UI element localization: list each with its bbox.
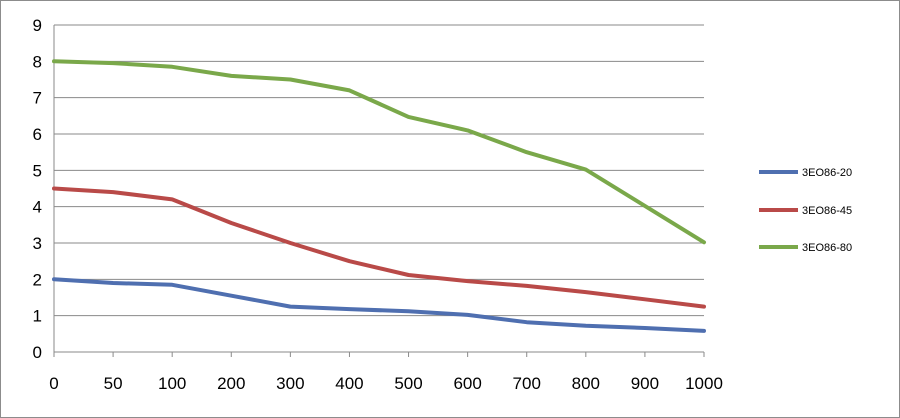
- y-tick-label-4: 4: [33, 198, 42, 217]
- x-tick-label-50: 50: [104, 374, 123, 393]
- legend-label-3EO86-45: 3EO86-45: [802, 205, 852, 217]
- x-tick-label-800: 800: [572, 374, 600, 393]
- x-tick-label-600: 600: [453, 374, 481, 393]
- x-tick-label-0: 0: [49, 374, 58, 393]
- x-tick-label-300: 300: [276, 374, 304, 393]
- y-tick-label-6: 6: [33, 125, 42, 144]
- series-line-3EO86-20: [52, 277, 706, 333]
- y-tick-label-8: 8: [33, 52, 42, 71]
- y-tick-label-1: 1: [33, 307, 42, 326]
- x-tick-label-900: 900: [631, 374, 659, 393]
- y-tick-label-5: 5: [33, 161, 42, 180]
- x-tick-label-200: 200: [217, 374, 245, 393]
- x-tick-label-400: 400: [335, 374, 363, 393]
- y-tick-labels: 0 1 2 3 4 5 6 7 8 9: [33, 16, 42, 362]
- y-tick-label-2: 2: [33, 270, 42, 289]
- legend: 3EO86-20 3EO86-45 3EO86-80: [759, 167, 852, 254]
- x-tick-label-1000: 1000: [685, 374, 723, 393]
- y-tick-label-3: 3: [33, 234, 42, 253]
- y-tick-label-0: 0: [33, 343, 42, 362]
- y-tick-label-7: 7: [33, 89, 42, 108]
- grid-lines: [54, 24, 704, 317]
- series-line-3EO86-80: [52, 59, 706, 245]
- x-tick-label-500: 500: [394, 374, 422, 393]
- x-tick-label-100: 100: [158, 374, 186, 393]
- axes: [53, 25, 705, 357]
- series-line-3EO86-45: [52, 186, 706, 309]
- series-lines: [52, 59, 706, 333]
- y-tick-label-9: 9: [33, 16, 42, 35]
- legend-label-3EO86-80: 3EO86-80: [802, 242, 852, 254]
- x-tick-label-700: 700: [513, 374, 541, 393]
- legend-label-3EO86-20: 3EO86-20: [802, 167, 852, 179]
- x-tick-labels: 0 50 100 200 300 400 500 600 700 800 900 1000: [49, 374, 723, 393]
